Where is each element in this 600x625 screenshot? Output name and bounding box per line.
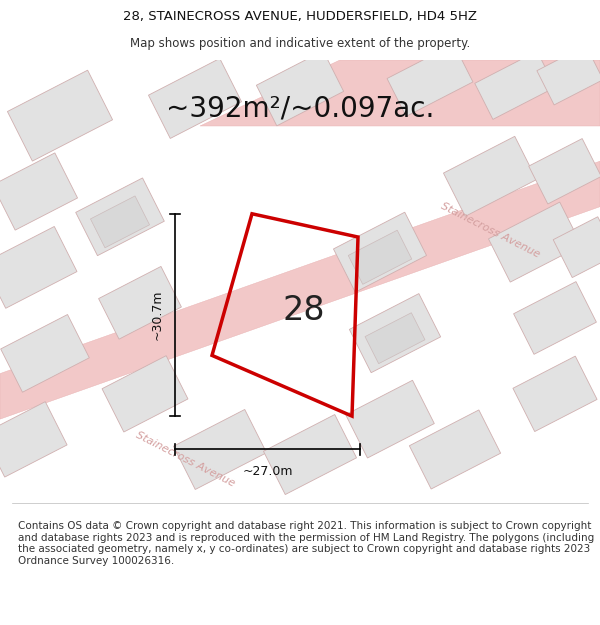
- Text: Stainecross Avenue: Stainecross Avenue: [439, 201, 541, 259]
- Polygon shape: [1, 314, 89, 392]
- Polygon shape: [387, 44, 473, 116]
- Polygon shape: [553, 217, 600, 278]
- Polygon shape: [76, 178, 164, 256]
- Polygon shape: [263, 414, 356, 494]
- Text: 28: 28: [282, 294, 325, 327]
- Polygon shape: [475, 51, 555, 119]
- Polygon shape: [349, 294, 440, 372]
- Text: ~392m²/~0.097ac.: ~392m²/~0.097ac.: [166, 94, 434, 122]
- Polygon shape: [173, 409, 266, 489]
- Polygon shape: [256, 51, 344, 126]
- Polygon shape: [529, 139, 600, 204]
- Polygon shape: [346, 380, 434, 458]
- Text: Contains OS data © Crown copyright and database right 2021. This information is : Contains OS data © Crown copyright and d…: [18, 521, 594, 566]
- Text: 28, STAINECROSS AVENUE, HUDDERSFIELD, HD4 5HZ: 28, STAINECROSS AVENUE, HUDDERSFIELD, HD…: [123, 10, 477, 23]
- Polygon shape: [348, 230, 412, 284]
- Text: Stainecross Avenue: Stainecross Avenue: [134, 430, 236, 489]
- Polygon shape: [0, 161, 600, 419]
- Polygon shape: [148, 59, 242, 139]
- Polygon shape: [0, 402, 67, 477]
- Text: Map shows position and indicative extent of the property.: Map shows position and indicative extent…: [130, 38, 470, 50]
- Polygon shape: [91, 196, 149, 248]
- Polygon shape: [488, 202, 581, 282]
- Polygon shape: [7, 70, 113, 161]
- Text: ~30.7m: ~30.7m: [151, 289, 163, 340]
- Polygon shape: [200, 60, 600, 126]
- Polygon shape: [513, 356, 597, 431]
- Polygon shape: [443, 136, 536, 216]
- Text: ~27.0m: ~27.0m: [242, 465, 293, 478]
- Polygon shape: [102, 356, 188, 432]
- Polygon shape: [0, 226, 77, 308]
- Polygon shape: [537, 46, 600, 105]
- Polygon shape: [514, 282, 596, 354]
- Polygon shape: [365, 312, 425, 364]
- Polygon shape: [98, 266, 181, 339]
- Polygon shape: [409, 410, 500, 489]
- Polygon shape: [0, 153, 77, 230]
- Polygon shape: [334, 213, 427, 292]
